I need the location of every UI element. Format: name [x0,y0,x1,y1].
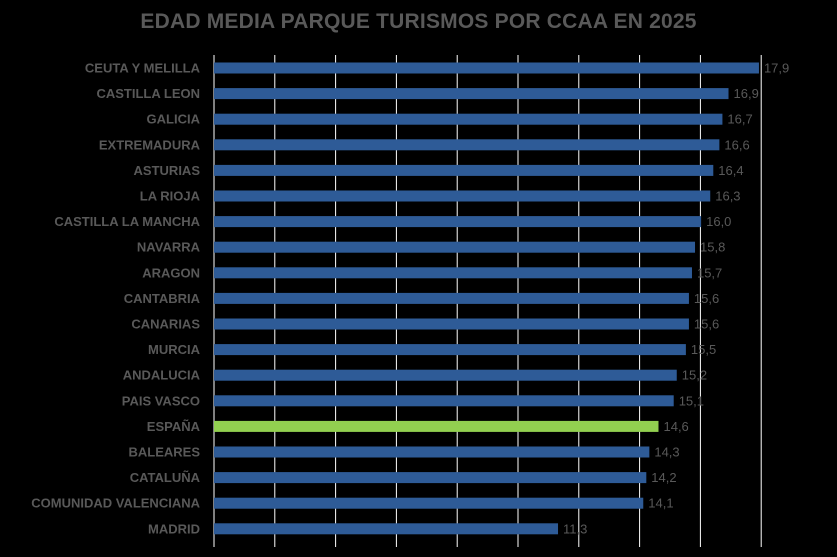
bar [214,472,647,484]
bar [214,292,689,304]
value-label: 14,2 [651,470,676,485]
value-label: 14,3 [654,445,679,460]
category-label: ASTURIAS [134,163,201,178]
category-label: BALEARES [128,445,200,460]
bar [214,446,650,458]
category-label: COMUNIDAD VALENCIANA [31,496,200,511]
bar [214,241,696,253]
category-label: MURCIA [148,342,201,357]
category-label: GALICIA [147,112,201,127]
value-label: 16,7 [727,112,752,127]
category-label: ARAGON [142,265,200,280]
category-label: EXTREMADURA [99,137,201,152]
chart-title: EDAD MEDIA PARQUE TURISMOS POR CCAA EN 2… [140,10,697,33]
value-label: 14,6 [663,419,688,434]
category-label: NAVARRA [137,240,201,255]
bar [214,216,702,228]
bar [214,62,759,74]
bar [214,190,711,202]
value-label: 14,1 [648,496,673,511]
bar [214,88,729,100]
value-label: 15,2 [682,368,707,383]
value-label: 15,8 [700,240,725,255]
value-label: 11,3 [563,521,587,536]
value-label: 16,4 [718,163,743,178]
bar [214,164,714,176]
value-label: 16,3 [715,189,740,204]
category-label: CASTILLA LEON [96,86,200,101]
bar [214,139,720,151]
bar [214,497,644,509]
category-label: CASTILLA LA MANCHA [54,214,200,229]
value-label: 15,7 [697,265,722,280]
bar [214,395,674,407]
bar [214,344,686,356]
value-label: 16,6 [724,137,749,152]
bar [214,523,559,535]
bar [214,267,692,279]
value-label: 16,0 [706,214,731,229]
value-label: 15,5 [691,342,716,357]
value-label: 16,9 [734,86,759,101]
value-label: 17,9 [764,61,789,76]
value-label: 15,6 [694,317,719,332]
category-label: LA RIOJA [140,189,201,204]
bar [214,318,689,330]
value-label: 15,1 [679,393,704,408]
category-label: MADRID [148,521,200,536]
category-label: ANDALUCIA [123,368,201,383]
category-label: CEUTA Y MELILLA [85,61,201,76]
bar-highlight [214,420,659,432]
category-label: ESPAÑA [147,419,201,434]
category-label: CANTABRIA [124,291,201,306]
category-label: CANARIAS [131,317,200,332]
category-label: PAIS VASCO [122,393,200,408]
bar [214,113,723,125]
bar [214,369,677,381]
category-label: CATALUÑA [130,470,201,485]
value-label: 15,6 [694,291,719,306]
